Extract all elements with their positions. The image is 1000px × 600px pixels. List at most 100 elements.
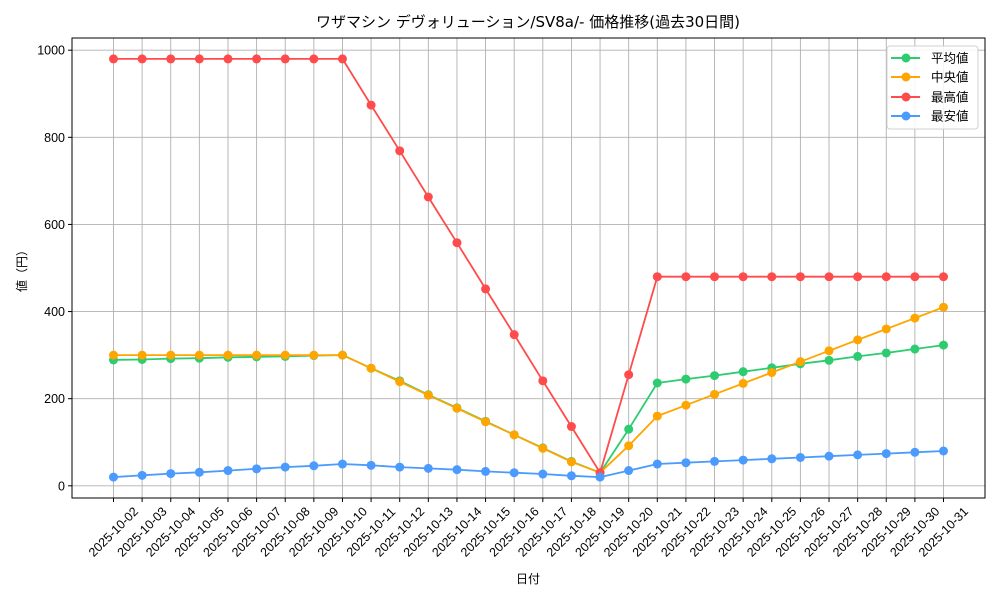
data-point-marker [509,430,519,440]
data-point-marker [795,357,805,367]
data-point-marker [538,443,548,453]
data-point-marker [137,350,147,360]
y-tick-label: 400 [44,305,65,319]
series-line [113,58,944,474]
data-point-marker [939,340,948,350]
data-point-marker [166,469,176,479]
legend-marker-icon [901,72,911,82]
data-point-marker [767,454,777,464]
data-point-marker [910,447,920,457]
data-point-marker [309,461,319,471]
legend-label: 最高値 [931,90,969,105]
data-point-marker [194,467,204,477]
y-axis-ticks: 0 200 400 600 800 1000 [37,44,72,493]
data-point-marker [881,324,891,334]
data-point-marker [137,470,147,480]
y-axis-label: 値（円） [14,244,29,292]
data-point-marker [824,451,834,461]
data-point-marker [939,446,948,456]
legend-marker-icon [901,53,911,63]
data-point-marker [109,350,118,360]
y-tick-label: 200 [44,392,65,406]
data-point-marker [109,472,118,482]
data-point-marker [223,54,233,64]
series-line [113,344,944,474]
data-point-marker [538,469,548,479]
legend-label: 最安値 [931,109,969,124]
data-point-marker [481,466,491,476]
data-point-marker [223,466,233,476]
grid-lines [72,38,985,498]
chart-title: ワザマシン デヴォリューション/SV8a/- 価格推移(過去30日間) [316,13,740,31]
data-point-marker [309,350,319,360]
data-point-marker [738,455,748,465]
legend-box [886,45,979,130]
data-point-marker [853,351,863,361]
data-point-marker [738,378,748,388]
data-point-marker [566,422,576,432]
data-point-marker [252,464,262,474]
y-tick-label: 0 [58,479,65,493]
data-point-marker [395,377,405,387]
data-point-marker [795,272,805,282]
data-point-marker [366,100,376,110]
data-point-marker [337,54,347,64]
data-point-marker [652,272,662,282]
data-point-marker [624,466,634,476]
legend-item-median: 中央値 [891,70,969,85]
data-point-marker [652,411,662,421]
data-point-marker [337,350,347,360]
data-point-marker [652,459,662,469]
data-point-marker [624,441,634,451]
data-point-marker [395,462,405,472]
data-point-marker [481,284,491,294]
data-point-marker [137,54,147,64]
series-line [113,306,944,474]
data-point-marker [366,460,376,470]
data-point-marker [223,350,233,360]
plot-frame [71,37,986,499]
data-point-marker [423,463,433,473]
legend-item-min: 最安値 [891,109,969,124]
data-point-marker [252,54,262,64]
data-point-marker [624,370,634,380]
data-point-marker [595,472,605,482]
data-point-marker [710,456,720,466]
data-point-marker [853,450,863,460]
series-2 [109,54,948,478]
data-point-marker [452,465,462,475]
data-point-marker [566,471,576,481]
legend-label: 平均値 [931,51,969,66]
data-point-marker [452,238,462,248]
plot-series [109,54,948,482]
data-point-marker [652,378,662,388]
legend-item-max: 最高値 [891,90,969,105]
data-point-marker [166,350,176,360]
data-point-marker [939,302,948,312]
data-point-marker [738,367,748,377]
data-point-marker [481,417,491,427]
data-point-marker [824,355,834,365]
data-point-marker [252,350,262,360]
data-point-marker [939,272,948,282]
legend: 平均値 中央値 最高値 最安値 [886,45,979,130]
data-point-marker [309,54,319,64]
data-point-marker [710,389,720,399]
data-point-marker [109,54,118,64]
legend-marker-icon [901,111,911,121]
data-point-marker [423,390,433,400]
data-point-marker [538,376,548,386]
data-point-marker [423,192,433,202]
series-line [113,450,944,479]
data-point-marker [280,462,290,472]
data-point-marker [624,424,634,434]
data-point-marker [280,350,290,360]
legend-item-average: 平均値 [891,51,969,66]
data-point-marker [509,468,519,478]
data-point-marker [681,272,691,282]
y-tick-label: 600 [44,218,65,232]
data-point-marker [710,272,720,282]
data-point-marker [166,54,176,64]
